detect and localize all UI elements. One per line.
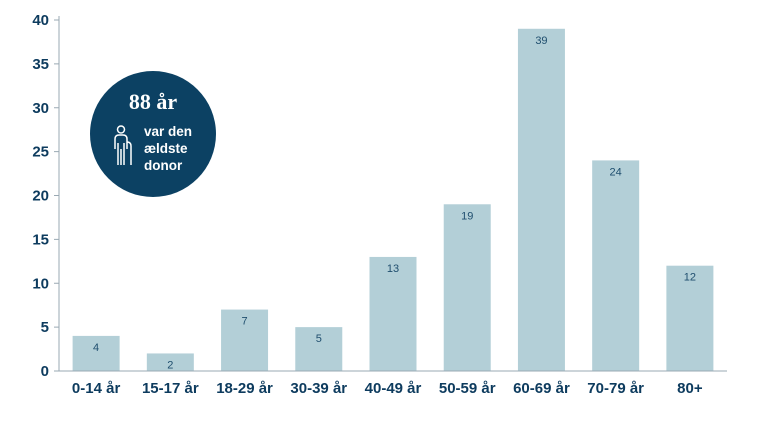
- data-label: 19: [461, 210, 473, 222]
- bars: [72, 28, 714, 372]
- y-tick-label: 5: [41, 319, 49, 336]
- bar: [443, 204, 491, 371]
- badge-line: var den: [144, 124, 193, 139]
- bar: [517, 28, 565, 372]
- badge-caption: var den ældste donor: [144, 123, 210, 174]
- oldest-donor-badge: 88 år var den ældste donor: [90, 71, 216, 197]
- data-labels: 4 2 7 5 13 19 39 24 12: [93, 35, 696, 372]
- data-label: 5: [316, 333, 322, 345]
- y-tick-label: 10: [32, 275, 49, 292]
- x-tick-label: 0-14 år: [72, 380, 121, 397]
- badge-headline: 88 år: [128, 89, 178, 114]
- x-axis-ticks: 0-14 år 15-17 år 18-29 år 30-39 år 40-49 år 5…: [72, 380, 703, 397]
- x-tick-label: 15-17 år: [142, 380, 199, 397]
- x-tick-label: 80+: [677, 380, 703, 397]
- bar: [221, 309, 269, 371]
- bar: [295, 327, 343, 371]
- x-tick-label: 30-39 år: [290, 380, 347, 397]
- data-label: 13: [387, 263, 399, 275]
- y-tick-label: 30: [32, 100, 49, 117]
- y-tick-label: 35: [32, 56, 49, 73]
- x-tick-label: 18-29 år: [216, 380, 273, 397]
- bar: [72, 335, 120, 371]
- x-tick-label: 40-49 år: [365, 380, 422, 397]
- y-tick-label: 15: [32, 231, 49, 248]
- x-tick-label: 70-79 år: [587, 380, 644, 397]
- data-label: 39: [535, 35, 547, 47]
- data-label: 12: [684, 272, 696, 284]
- y-tick-label: 25: [32, 144, 49, 161]
- y-tick-label: 0: [41, 363, 49, 380]
- data-label: 7: [241, 316, 247, 328]
- data-label: 24: [610, 166, 622, 178]
- bar: [592, 160, 640, 371]
- x-tick-label: 60-69 år: [513, 380, 570, 397]
- elderly-person-with-cane-icon: [114, 125, 132, 165]
- y-tick-label: 40: [32, 12, 49, 29]
- y-tick-label: 20: [32, 188, 49, 205]
- bar: [146, 353, 194, 371]
- bar: [369, 256, 417, 371]
- y-axis-ticks: 0 5 10 15 20 25 30 35 40: [32, 12, 59, 380]
- data-label: 2: [167, 359, 173, 371]
- data-label: 4: [93, 342, 99, 354]
- badge-line: donor: [144, 158, 183, 173]
- x-tick-label: 50-59 år: [439, 380, 496, 397]
- bar: [666, 265, 714, 371]
- badge-line: ældste: [144, 141, 188, 156]
